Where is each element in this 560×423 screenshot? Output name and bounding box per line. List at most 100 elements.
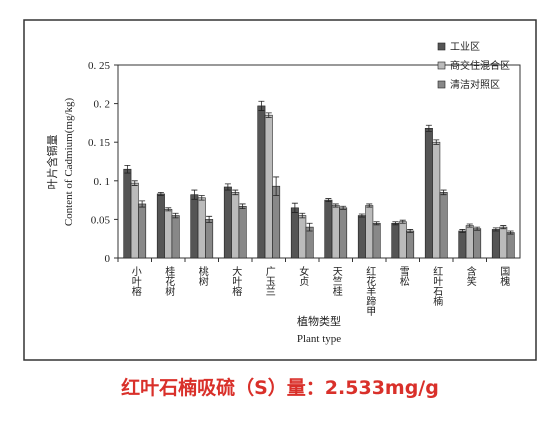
bar (473, 228, 482, 259)
error-bar (131, 180, 138, 186)
error-bar (340, 205, 347, 210)
bar (365, 205, 374, 259)
bar (406, 230, 415, 259)
error-bar (466, 223, 473, 228)
bar (424, 128, 433, 259)
x-tick-label: 广玉兰 (263, 266, 275, 296)
bar (305, 226, 314, 259)
bar (171, 215, 180, 259)
error-bar (299, 212, 306, 219)
legend-swatch (437, 61, 446, 70)
error-bar (474, 226, 481, 231)
legend-swatch (437, 80, 446, 89)
bar (499, 226, 508, 259)
bar (357, 215, 366, 259)
bar (223, 186, 232, 259)
bar (458, 230, 467, 259)
error-bar (373, 221, 380, 226)
error-bar (224, 183, 231, 191)
error-bar (258, 100, 265, 111)
error-bar (265, 112, 272, 118)
error-bar (459, 229, 466, 233)
bar (298, 215, 307, 259)
bar (130, 182, 139, 259)
x-axis-title: Plant type (297, 333, 341, 345)
x-tick-label: 桃树 (196, 265, 208, 287)
error-bar (440, 189, 447, 196)
error-bar (325, 198, 332, 203)
bar (290, 207, 299, 259)
legend-swatch (437, 42, 446, 51)
bar (439, 192, 448, 259)
error-bar (172, 212, 179, 219)
error-bar (191, 189, 198, 200)
error-bar (425, 124, 432, 132)
error-bar (358, 213, 365, 218)
error-bar (306, 222, 313, 232)
y-axis-title: 叶片含镉量 (45, 135, 59, 190)
bar (197, 197, 206, 259)
y-tick-label: 0 (105, 253, 111, 265)
y-tick-label: 0. 25 (88, 60, 111, 72)
bar (465, 225, 474, 259)
error-bar (366, 203, 373, 208)
error-bar (492, 227, 499, 232)
bar (164, 209, 173, 259)
bar (190, 194, 199, 259)
error-bar (332, 203, 339, 208)
legend-label: 商交住混合区 (450, 59, 510, 72)
bar (156, 193, 165, 259)
bar (339, 207, 348, 259)
y-tick-label: 0. 15 (88, 137, 111, 149)
x-tick-label: 天竺桂 (330, 266, 342, 297)
error-bar (399, 219, 406, 224)
error-bar (198, 195, 205, 201)
bar (123, 168, 132, 259)
x-tick-label: 大叶榕 (230, 265, 242, 297)
error-bar (500, 225, 507, 230)
x-tick-label: 雪松 (397, 266, 409, 287)
error-bar (206, 215, 213, 223)
bar (491, 229, 500, 259)
bar (324, 199, 333, 259)
bar (205, 219, 214, 259)
x-tick-label: 女贞 (297, 265, 309, 287)
error-bar (239, 203, 246, 209)
x-tick-label: 含笑 (464, 265, 476, 287)
bar (331, 205, 340, 259)
error-bar (407, 229, 414, 233)
error-bar (157, 191, 164, 196)
error-bar (165, 207, 172, 212)
bar (138, 203, 147, 259)
x-tick-label: 红叶石楠 (431, 265, 443, 306)
bar (506, 232, 515, 259)
bar (391, 222, 400, 259)
error-bar (232, 189, 239, 196)
x-tick-label: 小叶榕 (129, 266, 141, 297)
x-tick-label: 红花羊蹄甲 (364, 265, 376, 317)
error-bar (291, 202, 298, 213)
caption: 红叶石楠吸硫（S）量：2.533mg/g (121, 376, 439, 399)
x-tick-label: 国槐 (498, 266, 510, 287)
y-tick-label: 0. 1 (94, 176, 111, 188)
y-axis-title: Content of Cadmium(mg/kg) (63, 98, 75, 227)
x-tick-label: 桂花树 (163, 265, 175, 297)
y-tick-label: 0.05 (91, 214, 111, 226)
bar (238, 205, 247, 259)
bar (372, 222, 381, 259)
error-bar (392, 221, 399, 226)
bar (231, 192, 240, 259)
x-axis-title: 植物类型 (297, 314, 341, 328)
error-bar (124, 164, 131, 174)
bar (272, 185, 281, 259)
y-tick-label: 0. 2 (94, 99, 111, 111)
error-bar (507, 230, 514, 235)
bar (264, 114, 273, 259)
legend-label: 工业区 (450, 41, 480, 53)
bar (398, 221, 407, 259)
chart-frame (23, 19, 537, 361)
error-bar (139, 200, 146, 208)
error-bar (433, 139, 440, 145)
bar (432, 141, 441, 259)
